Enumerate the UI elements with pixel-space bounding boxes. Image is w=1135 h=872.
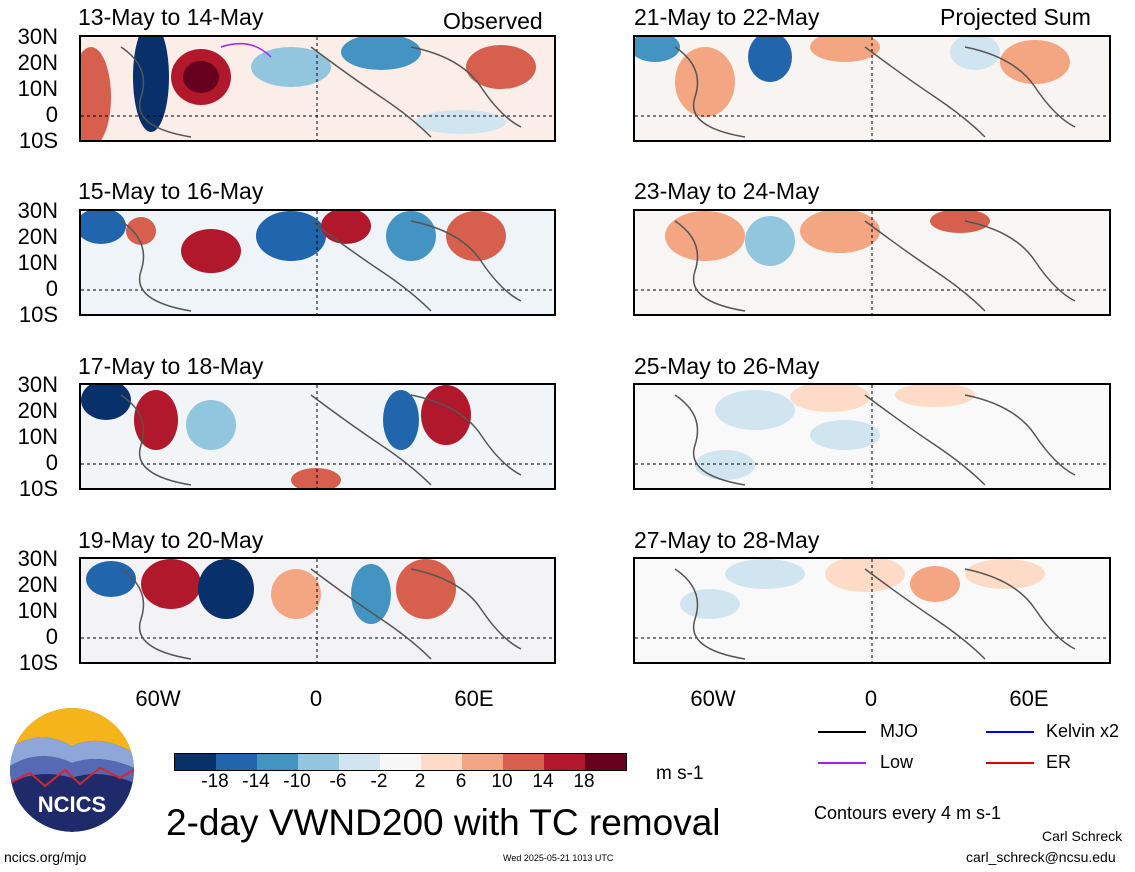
map-panel-3 xyxy=(79,383,556,490)
colorbar-swatch xyxy=(544,754,585,770)
lat-label-eq: 0 xyxy=(45,276,58,301)
site-url[interactable]: ncics.org/mjo xyxy=(4,849,87,865)
lat-label-20n: 20N xyxy=(17,50,58,75)
colorbar-label: 6 xyxy=(455,771,467,792)
lat-label-10s: 10S xyxy=(18,650,58,675)
lat-label-10n: 10N xyxy=(17,598,58,623)
lat-label-eq: 0 xyxy=(45,450,58,475)
colorbar-swatch xyxy=(462,754,503,770)
lat-label-10s: 10S xyxy=(18,302,58,327)
lat-label-30n: 30N xyxy=(17,198,58,223)
lat-label-10n: 10N xyxy=(17,76,58,101)
lat-label-20n: 20N xyxy=(17,224,58,249)
timestamp: Wed 2025-05-21 1013 UTC xyxy=(503,853,614,863)
panel-title-8: 27-May to 28-May xyxy=(634,527,820,553)
panel-title-5: 21-May to 22-May xyxy=(634,4,820,30)
colorbar-label: -10 xyxy=(283,771,311,792)
ncics-logo-icon: NCICS xyxy=(10,708,134,832)
colorbar-label: 14 xyxy=(532,771,554,792)
observed-label: Observed xyxy=(443,8,543,34)
lat-label-eq: 0 xyxy=(45,102,58,127)
panel-title-4: 19-May to 20-May xyxy=(78,527,264,553)
colorbar-label: 10 xyxy=(491,771,513,792)
colorbar-swatch xyxy=(298,754,339,770)
colorbar-swatch xyxy=(175,754,216,770)
colorbar-label: -6 xyxy=(329,771,347,792)
colorbar xyxy=(174,753,627,771)
colorbar-swatch xyxy=(339,754,380,770)
lon-label-0: 0 xyxy=(309,686,323,711)
contour-note: Contours every 4 m s-1 xyxy=(814,803,1002,823)
author-name: Carl Schreck xyxy=(1042,828,1123,844)
colorbar-swatch xyxy=(585,754,626,770)
map-panel-5 xyxy=(633,35,1111,142)
map-panel-8 xyxy=(633,557,1111,664)
legend-label-kelvin: Kelvin x2 xyxy=(1046,721,1120,741)
panel-title-1: 13-May to 14-May xyxy=(78,4,264,30)
colorbar-swatch xyxy=(421,754,462,770)
map-panel-6 xyxy=(633,209,1111,316)
lat-label-10s: 10S xyxy=(18,128,58,153)
panel-title-3: 17-May to 18-May xyxy=(78,353,264,379)
colorbar-label: 2 xyxy=(414,771,426,792)
lat-label-10n: 10N xyxy=(17,250,58,275)
colorbar-swatch xyxy=(380,754,421,770)
lon-label-60e: 60E xyxy=(1009,686,1049,711)
lat-label-30n: 30N xyxy=(17,546,58,571)
colorbar-label: 18 xyxy=(573,771,595,792)
map-panel-7 xyxy=(633,383,1111,490)
colorbar-label: -18 xyxy=(201,771,229,792)
lat-label-20n: 20N xyxy=(17,572,58,597)
legend-label-mjo: MJO xyxy=(880,721,918,741)
legend-line-kelvin xyxy=(986,731,1034,733)
legend-label-low: Low xyxy=(880,752,914,772)
colorbar-label: -14 xyxy=(242,771,270,792)
lon-label-60e: 60E xyxy=(454,686,494,711)
legend-line-mjo xyxy=(818,731,866,733)
lat-label-10s: 10S xyxy=(18,476,58,501)
colorbar-unit: m s-1 xyxy=(656,763,704,784)
colorbar-label: -2 xyxy=(370,771,388,792)
figure-title: 2-day VWND200 with TC removal xyxy=(166,802,721,843)
legend-line-er xyxy=(986,762,1034,764)
lat-label-10n: 10N xyxy=(17,424,58,449)
legend-label-er: ER xyxy=(1046,752,1072,772)
colorbar-swatch xyxy=(216,754,257,770)
projected-sum-label: Projected Sum xyxy=(940,4,1091,30)
author-email[interactable]: carl_schreck@ncsu.edu xyxy=(966,849,1116,865)
panel-title-7: 25-May to 26-May xyxy=(634,353,820,379)
logo-text: NCICS xyxy=(38,792,106,817)
lon-label-0: 0 xyxy=(864,686,878,711)
lat-label-30n: 30N xyxy=(17,372,58,397)
lat-label-eq: 0 xyxy=(45,624,58,649)
map-panel-1 xyxy=(79,35,556,142)
map-panel-4 xyxy=(79,557,556,664)
colorbar-swatch xyxy=(257,754,298,770)
lat-label-20n: 20N xyxy=(17,398,58,423)
panel-title-6: 23-May to 24-May xyxy=(634,178,820,204)
lat-label-30n: 30N xyxy=(17,24,58,49)
lon-label-60w: 60W xyxy=(690,686,736,711)
legend-line-low xyxy=(818,762,866,764)
lon-label-60w: 60W xyxy=(135,686,181,711)
map-panel-2 xyxy=(79,209,556,316)
colorbar-swatch xyxy=(503,754,544,770)
panel-title-2: 15-May to 16-May xyxy=(78,178,264,204)
